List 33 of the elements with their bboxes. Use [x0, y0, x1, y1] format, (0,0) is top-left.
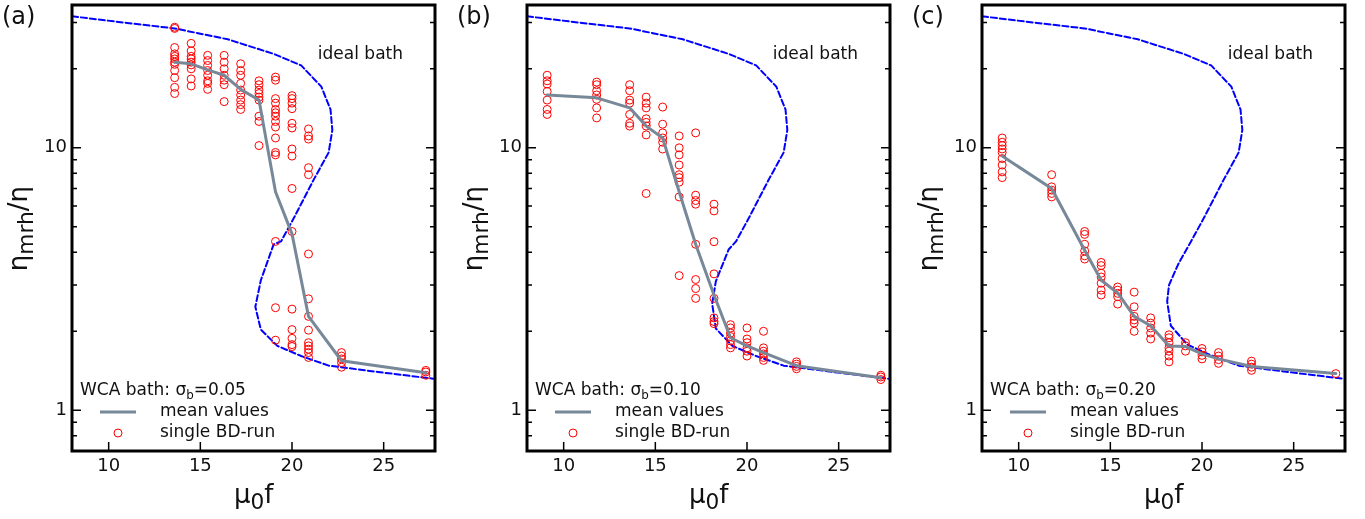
x-tick-label: 20 — [1190, 453, 1214, 475]
legend-label: mean values — [1070, 400, 1180, 421]
line-series — [72, 15, 435, 380]
annotation: ideal bath — [317, 43, 404, 64]
x-tick-label: 20 — [280, 453, 304, 475]
legend-label: single BD-run — [1070, 421, 1186, 442]
x-tick-label: 10 — [97, 453, 121, 475]
chart-title: (b) — [457, 2, 491, 30]
line-series — [982, 15, 1345, 380]
x-tick-label: 25 — [1282, 453, 1306, 475]
annotation: ideal bath — [1227, 43, 1314, 64]
y-tick-label: 1 — [510, 398, 522, 420]
x-axis-title: μ$_{0}$f — [1144, 479, 1184, 515]
legend-label: single BD-run — [615, 421, 731, 442]
x-tick-label: 10 — [1007, 453, 1031, 475]
chart-title: (c) — [912, 2, 944, 30]
x-tick-label: 20 — [735, 453, 759, 475]
x-tick-label: 25 — [827, 453, 851, 475]
x-tick-label: 15 — [1098, 453, 1122, 475]
line-series — [527, 15, 890, 380]
x-tick-label: 10 — [552, 453, 576, 475]
legend-label: mean values — [160, 400, 270, 421]
chart-title: (a) — [2, 2, 36, 30]
legend-label: single BD-run — [160, 421, 276, 442]
annotation: ideal bath — [772, 43, 859, 64]
x-tick-label: 15 — [188, 453, 212, 475]
y-tick-label: 1 — [55, 398, 67, 420]
x-axis-title: μ$_{0}$f — [689, 479, 729, 515]
y-tick-label: 1 — [965, 398, 977, 420]
x-axis-title: μ$_{0}$f — [234, 479, 274, 515]
x-tick-label: 25 — [372, 453, 396, 475]
legend-label: mean values — [615, 400, 725, 421]
x-tick-label: 15 — [643, 453, 667, 475]
